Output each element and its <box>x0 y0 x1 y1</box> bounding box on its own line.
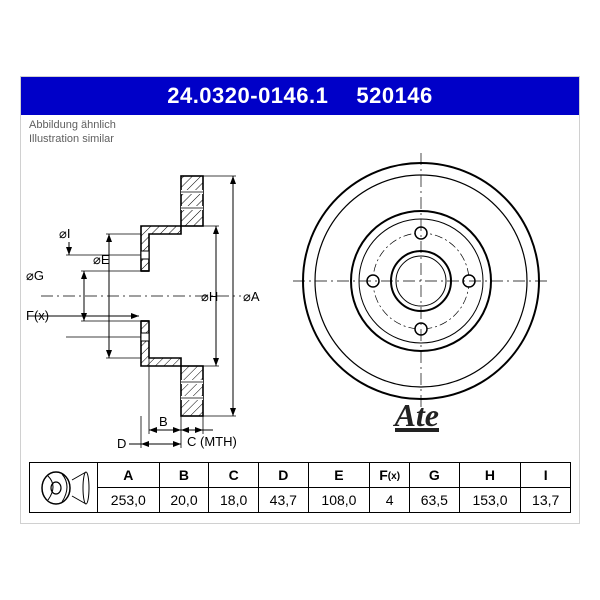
front-face-view <box>293 153 549 409</box>
val-C: 18,0 <box>209 488 259 513</box>
header-bar: 24.0320-0146.1 520146 <box>21 77 579 115</box>
val-I: 13,7 <box>521 488 571 513</box>
col-D: D <box>258 463 308 488</box>
spec-header-row: A B C D E F(x) G H I <box>30 463 571 488</box>
brand-text: Ate <box>395 397 439 433</box>
svg-text:⌀A: ⌀A <box>243 289 260 304</box>
spec-table: A B C D E F(x) G H I 253,0 20,0 18,0 43,… <box>29 462 571 513</box>
svg-text:F(x): F(x) <box>26 308 49 323</box>
dim-B: B <box>149 414 181 433</box>
val-B: 20,0 <box>159 488 209 513</box>
part-number-primary: 24.0320-0146.1 <box>167 83 328 108</box>
svg-text:⌀I: ⌀I <box>59 226 70 241</box>
dim-C: C (MTH) <box>181 427 237 449</box>
brand-logo: Ate <box>395 397 439 432</box>
val-Fx: 4 <box>370 488 410 513</box>
diagram-svg: ⌀A ⌀H <box>21 146 581 456</box>
dim-I: ⌀I <box>59 226 72 255</box>
svg-text:⌀H: ⌀H <box>201 289 218 304</box>
val-A: 253,0 <box>98 488 160 513</box>
product-card: 24.0320-0146.1 520146 Abbildung ähnlich I… <box>20 76 580 525</box>
note-line-de: Abbildung ähnlich <box>29 119 571 133</box>
col-Fx: F(x) <box>370 463 410 488</box>
svg-text:B: B <box>159 414 168 429</box>
val-G: 63,5 <box>410 488 460 513</box>
col-C: C <box>209 463 259 488</box>
col-I: I <box>521 463 571 488</box>
val-E: 108,0 <box>308 488 370 513</box>
dim-D: D <box>117 436 181 451</box>
svg-text:⌀E: ⌀E <box>93 252 110 267</box>
spec-value-row: 253,0 20,0 18,0 43,7 108,0 4 63,5 153,0 … <box>30 488 571 513</box>
similarity-note: Abbildung ähnlich Illustration similar <box>21 115 579 147</box>
side-section-view: ⌀A ⌀H <box>26 176 260 451</box>
col-B: B <box>159 463 209 488</box>
dim-H: ⌀H <box>201 226 219 366</box>
brake-disc-ellipse-icon <box>36 468 92 508</box>
svg-text:⌀G: ⌀G <box>26 268 44 283</box>
col-G: G <box>410 463 460 488</box>
svg-text:D: D <box>117 436 126 451</box>
col-E: E <box>308 463 370 488</box>
col-A: A <box>98 463 160 488</box>
col-H: H <box>459 463 521 488</box>
technical-diagram: ⌀A ⌀H <box>21 146 579 456</box>
val-H: 153,0 <box>459 488 521 513</box>
icon-cell <box>30 463 98 513</box>
val-D: 43,7 <box>258 488 308 513</box>
svg-text:C (MTH): C (MTH) <box>187 434 237 449</box>
part-number-secondary: 520146 <box>356 83 432 108</box>
note-line-en: Illustration similar <box>29 133 571 147</box>
